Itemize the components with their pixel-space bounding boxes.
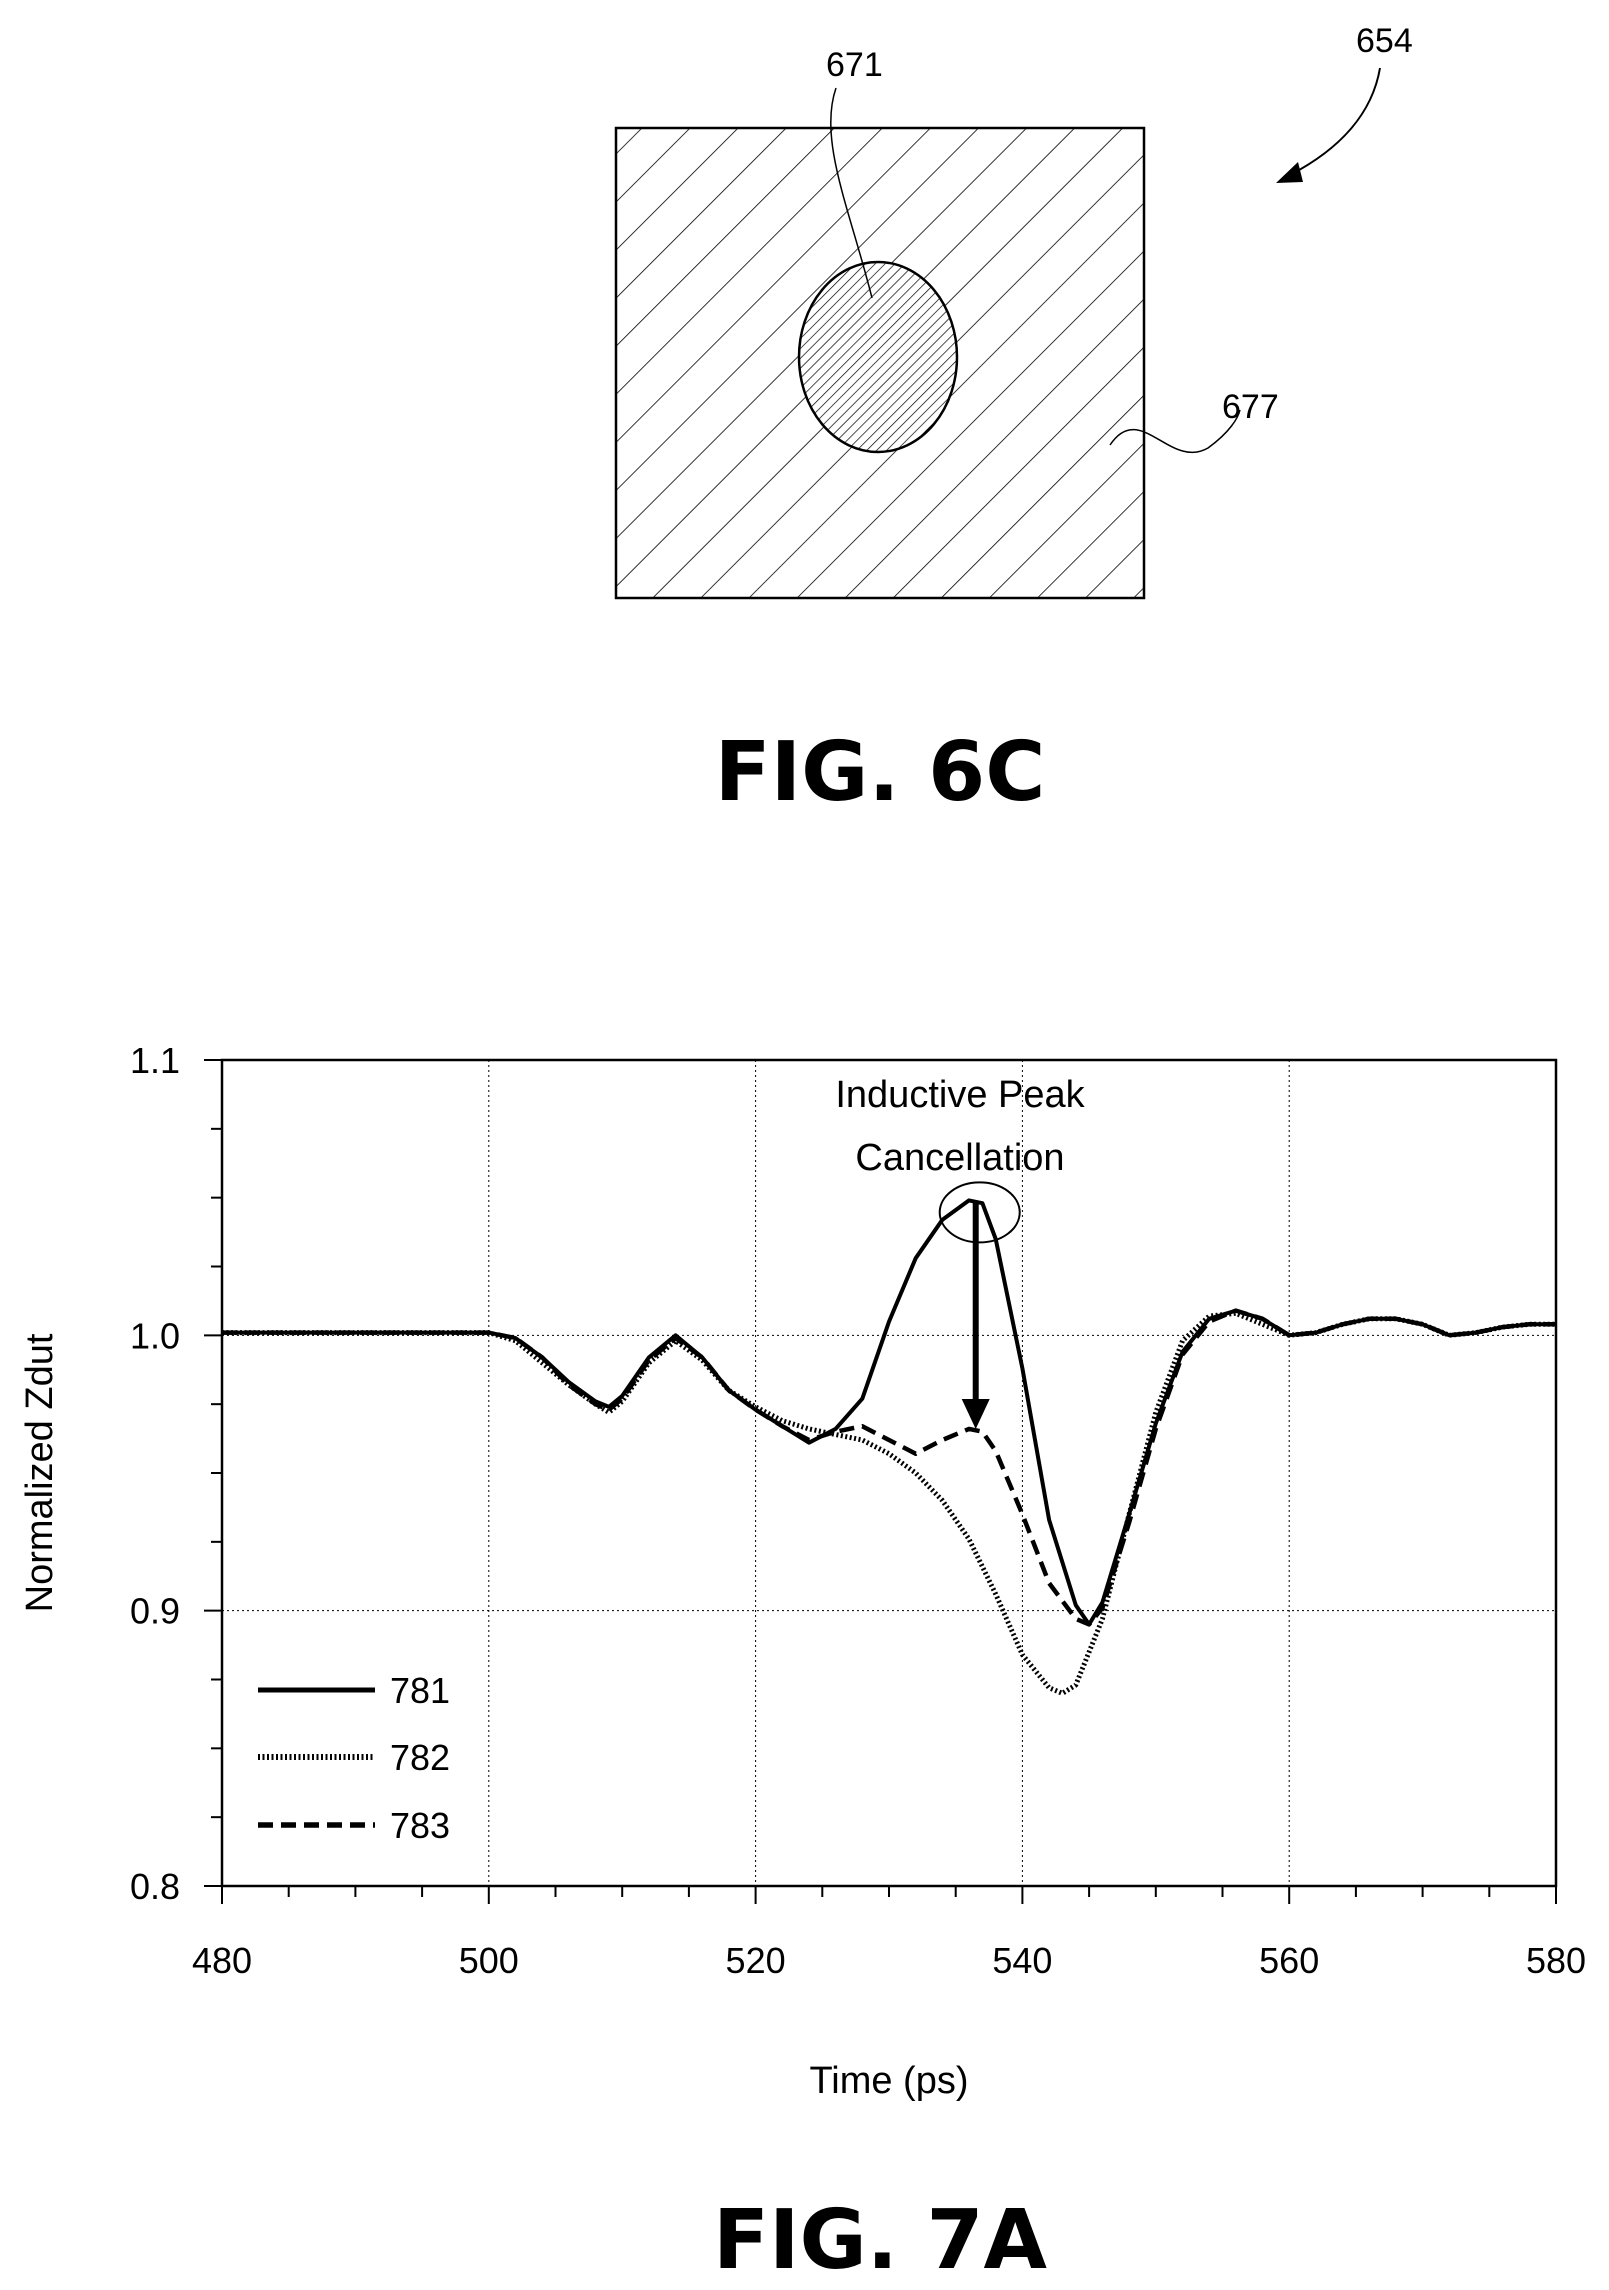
x-tick-label: 560 (1259, 1940, 1319, 1981)
leader-line-671 (829, 87, 873, 299)
chart-legend: 781 782 783 (258, 1670, 450, 1846)
ref-label-654: 654 (1356, 22, 1413, 60)
series-line-783 (222, 1308, 1556, 1627)
inner-region-671-hatch (797, 260, 959, 454)
x-axis-label: Time (ps) (809, 2060, 968, 2102)
chart-ticks (204, 1059, 1557, 1904)
figure-caption-7a: FIG. 7A (713, 2193, 1048, 2288)
chart-series (222, 1198, 1556, 1696)
y-tick-label: 1.0 (130, 1315, 180, 1356)
figure-caption-6c: FIG. 6C (715, 725, 1046, 820)
x-tick-label: 540 (992, 1940, 1052, 1981)
y-tick-label: 1.1 (130, 1040, 180, 1081)
series-line-781 (222, 1198, 1556, 1627)
x-tick-label: 580 (1526, 1940, 1586, 1981)
arrowhead-654 (1276, 162, 1303, 183)
fig-6c: 671 654 677 FIG. 6C (614, 22, 1413, 820)
annotation-arrow-head (961, 1398, 990, 1429)
fig-7a-chart: 480 500 520 540 560 580 0.8 0.9 1.0 1.1 Time (ps)… (19, 1040, 1586, 2288)
annotation-marks (938, 1181, 1021, 1429)
x-tick-label: 480 (192, 1940, 252, 1981)
chart-grid (222, 1060, 1556, 1886)
ref-label-677: 677 (1222, 388, 1279, 426)
series-line-782 (222, 1310, 1556, 1696)
ref-label-671: 671 (826, 46, 883, 84)
annotation-line-1: Inductive Peak (835, 1074, 1085, 1116)
y-tick-label: 0.8 (130, 1866, 180, 1907)
arrow-654 (1289, 67, 1381, 176)
x-tick-label: 520 (726, 1940, 786, 1981)
chart-tick-labels: 480 500 520 540 560 580 0.8 0.9 1.0 1.1 (130, 1040, 1586, 1981)
legend-label-781: 781 (390, 1670, 450, 1711)
annotation-line-2: Cancellation (855, 1137, 1064, 1179)
x-tick-label: 500 (459, 1940, 519, 1981)
legend-label-783: 783 (390, 1805, 450, 1846)
y-axis-label: Normalized Zdut (19, 1333, 61, 1612)
annotation-circle (938, 1181, 1021, 1244)
y-tick-label: 0.9 (130, 1591, 180, 1632)
leader-line-677 (1109, 409, 1241, 454)
legend-label-782: 782 (390, 1737, 450, 1778)
